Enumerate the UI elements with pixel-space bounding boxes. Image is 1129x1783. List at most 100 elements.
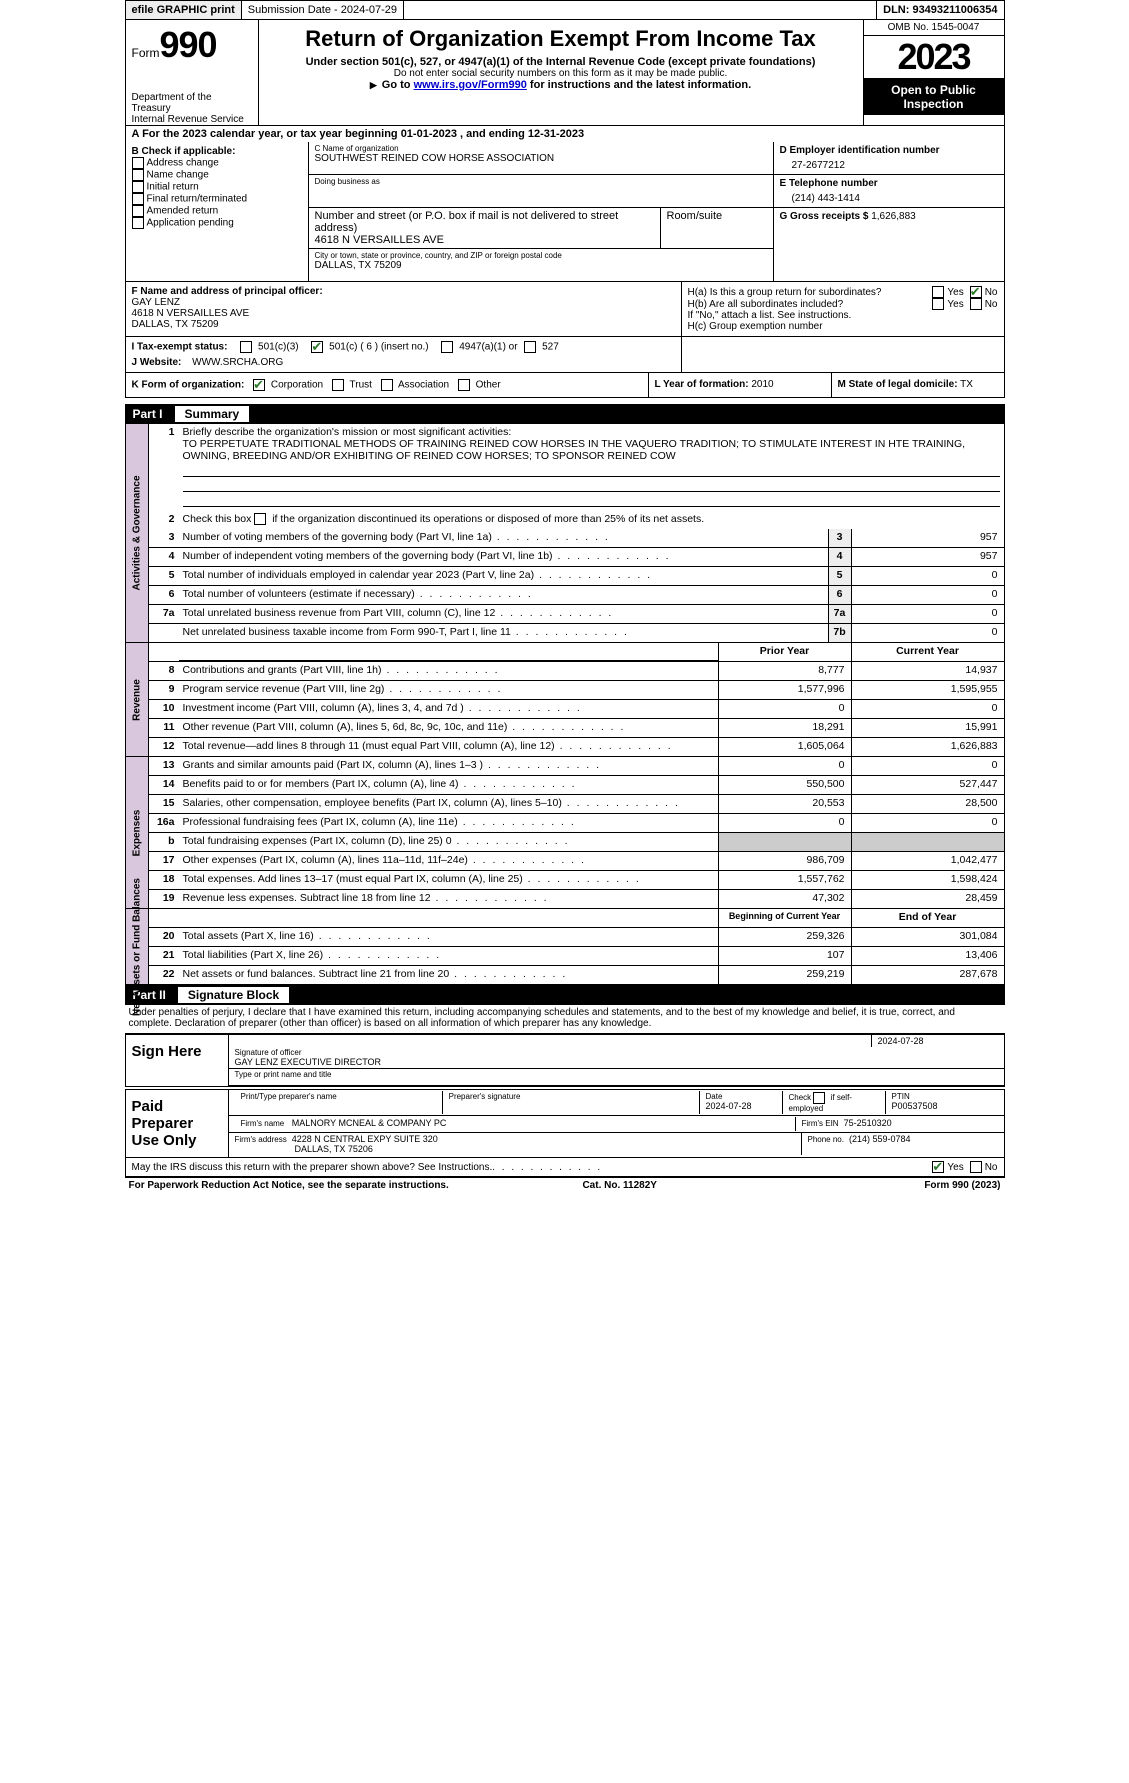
discuss-question: May the IRS discuss this return with the…	[132, 1162, 493, 1173]
prior-year-value: 259,326	[718, 928, 851, 946]
current-year-value: 28,459	[851, 890, 1004, 908]
line-desc: Revenue less expenses. Subtract line 18 …	[179, 890, 718, 908]
firm-addr-label: Firm's address	[235, 1135, 287, 1144]
irs-link[interactable]: www.irs.gov/Form990	[414, 79, 527, 91]
line-desc: Total liabilities (Part X, line 26)	[179, 947, 718, 965]
current-year-value: 14,937	[851, 662, 1004, 680]
part-2-title: Signature Block	[178, 987, 289, 1003]
trust-checkbox[interactable]	[332, 379, 344, 391]
name-change-label: Name change	[147, 170, 209, 181]
org-name-label: C Name of organization	[315, 144, 767, 153]
perjury-statement: Under penalties of perjury, I declare th…	[125, 1005, 1005, 1031]
current-year-value: 1,042,477	[851, 852, 1004, 870]
other-checkbox[interactable]	[458, 379, 470, 391]
goto-pre: Go to	[382, 79, 414, 91]
application-pending-checkbox[interactable]	[132, 217, 144, 229]
hb-yes-checkbox[interactable]	[932, 298, 944, 310]
mission-text: TO PERPETUATE TRADITIONAL METHODS OF TRA…	[183, 438, 966, 462]
501c3-checkbox[interactable]	[240, 341, 252, 353]
application-pending-label: Application pending	[147, 218, 234, 229]
self-employed-checkbox[interactable]	[813, 1092, 825, 1104]
amended-return-label: Amended return	[147, 206, 219, 217]
current-year-value: 1,598,424	[851, 871, 1004, 889]
prep-name-label: Print/Type preparer's name	[235, 1091, 443, 1114]
line-desc: Program service revenue (Part VIII, line…	[179, 681, 718, 699]
line-num: 16a	[149, 814, 179, 832]
domicile-label: M State of legal domicile:	[838, 379, 958, 390]
firm-phone: (214) 559-0784	[849, 1134, 911, 1144]
dba-label: Doing business as	[315, 177, 767, 186]
amended-return-checkbox[interactable]	[132, 205, 144, 217]
corporation-checkbox[interactable]	[253, 379, 265, 391]
line-desc: Total unrelated business revenue from Pa…	[179, 605, 828, 623]
line-value: 0	[851, 586, 1004, 604]
form-title: Return of Organization Exempt From Incom…	[267, 26, 855, 52]
ha-no-checkbox[interactable]	[970, 286, 982, 298]
4947-checkbox[interactable]	[441, 341, 453, 353]
footer-paperwork: For Paperwork Reduction Act Notice, see …	[129, 1180, 449, 1191]
other-label: Other	[476, 380, 501, 391]
current-year-value: 15,991	[851, 719, 1004, 737]
ptin-value: P00537508	[892, 1101, 992, 1111]
current-year-value: 0	[851, 814, 1004, 832]
prior-year-value: 8,777	[718, 662, 851, 680]
line-num: 21	[149, 947, 179, 965]
ha-yes-checkbox[interactable]	[932, 286, 944, 298]
address-change-checkbox[interactable]	[132, 157, 144, 169]
line-desc: Professional fundraising fees (Part IX, …	[179, 814, 718, 832]
current-year-value: 1,626,883	[851, 738, 1004, 756]
current-year-value: 0	[851, 700, 1004, 718]
prior-year-header: Prior Year	[718, 643, 851, 661]
line-num: 13	[149, 757, 179, 775]
open-public-label: Open to Public Inspection	[864, 79, 1004, 115]
current-year-value: 13,406	[851, 947, 1004, 965]
org-name: SOUTHWEST REINED COW HORSE ASSOCIATION	[315, 153, 767, 164]
line-desc: Benefits paid to or for members (Part IX…	[179, 776, 718, 794]
final-return-checkbox[interactable]	[132, 193, 144, 205]
prior-year-value: 1,577,996	[718, 681, 851, 699]
goto-post: for instructions and the latest informat…	[527, 79, 751, 91]
part-2-header: Part II Signature Block	[125, 985, 1005, 1005]
line-value: 0	[851, 567, 1004, 585]
initial-return-label: Initial return	[147, 182, 199, 193]
line-value: 957	[851, 548, 1004, 566]
line-num: 12	[149, 738, 179, 756]
initial-return-checkbox[interactable]	[132, 181, 144, 193]
line-num: 19	[149, 890, 179, 908]
line-desc: Grants and similar amounts paid (Part IX…	[179, 757, 718, 775]
line-desc: Total number of individuals employed in …	[179, 567, 828, 585]
line-box: 6	[828, 586, 851, 604]
hc-label: H(c) Group exemption number	[688, 321, 998, 332]
ha-label: H(a) Is this a group return for subordin…	[688, 287, 933, 298]
line-desc: Total number of volunteers (estimate if …	[179, 586, 828, 604]
501c-checkbox[interactable]	[311, 341, 323, 353]
officer-city: DALLAS, TX 75209	[132, 319, 675, 330]
discuss-yes-checkbox[interactable]	[932, 1161, 944, 1173]
part-1-title: Summary	[175, 406, 250, 422]
mission-label: Briefly describe the organization's miss…	[183, 426, 512, 438]
discontinued-checkbox[interactable]	[254, 513, 266, 525]
line-desc: Total assets (Part X, line 16)	[179, 928, 718, 946]
501c-label: 501(c) ( 6 ) (insert no.)	[329, 342, 428, 353]
name-change-checkbox[interactable]	[132, 169, 144, 181]
firm-ein-label: Firm's EIN	[802, 1119, 839, 1128]
line-num: 15	[149, 795, 179, 813]
telephone-value: (214) 443-1414	[780, 189, 998, 204]
association-checkbox[interactable]	[381, 379, 393, 391]
discuss-no-checkbox[interactable]	[970, 1161, 982, 1173]
tax-exempt-label: I Tax-exempt status:	[132, 342, 228, 353]
officer-name: GAY LENZ	[132, 297, 675, 308]
prior-year-value: 1,605,064	[718, 738, 851, 756]
prior-year-value	[718, 833, 851, 851]
firm-phone-label: Phone no.	[808, 1135, 844, 1144]
prep-date-label: Date	[706, 1092, 776, 1101]
sign-here-label: Sign Here	[126, 1035, 229, 1086]
line-2-post: if the organization discontinued its ope…	[272, 513, 704, 525]
line-desc: Contributions and grants (Part VIII, lin…	[179, 662, 718, 680]
527-checkbox[interactable]	[524, 341, 536, 353]
street-label: Number and street (or P.O. box if mail i…	[315, 210, 654, 234]
sign-date: 2024-07-28	[872, 1035, 1004, 1047]
line-desc: Total revenue—add lines 8 through 11 (mu…	[179, 738, 718, 756]
hb-no-checkbox[interactable]	[970, 298, 982, 310]
efile-print-button[interactable]: efile GRAPHIC print	[126, 1, 242, 19]
